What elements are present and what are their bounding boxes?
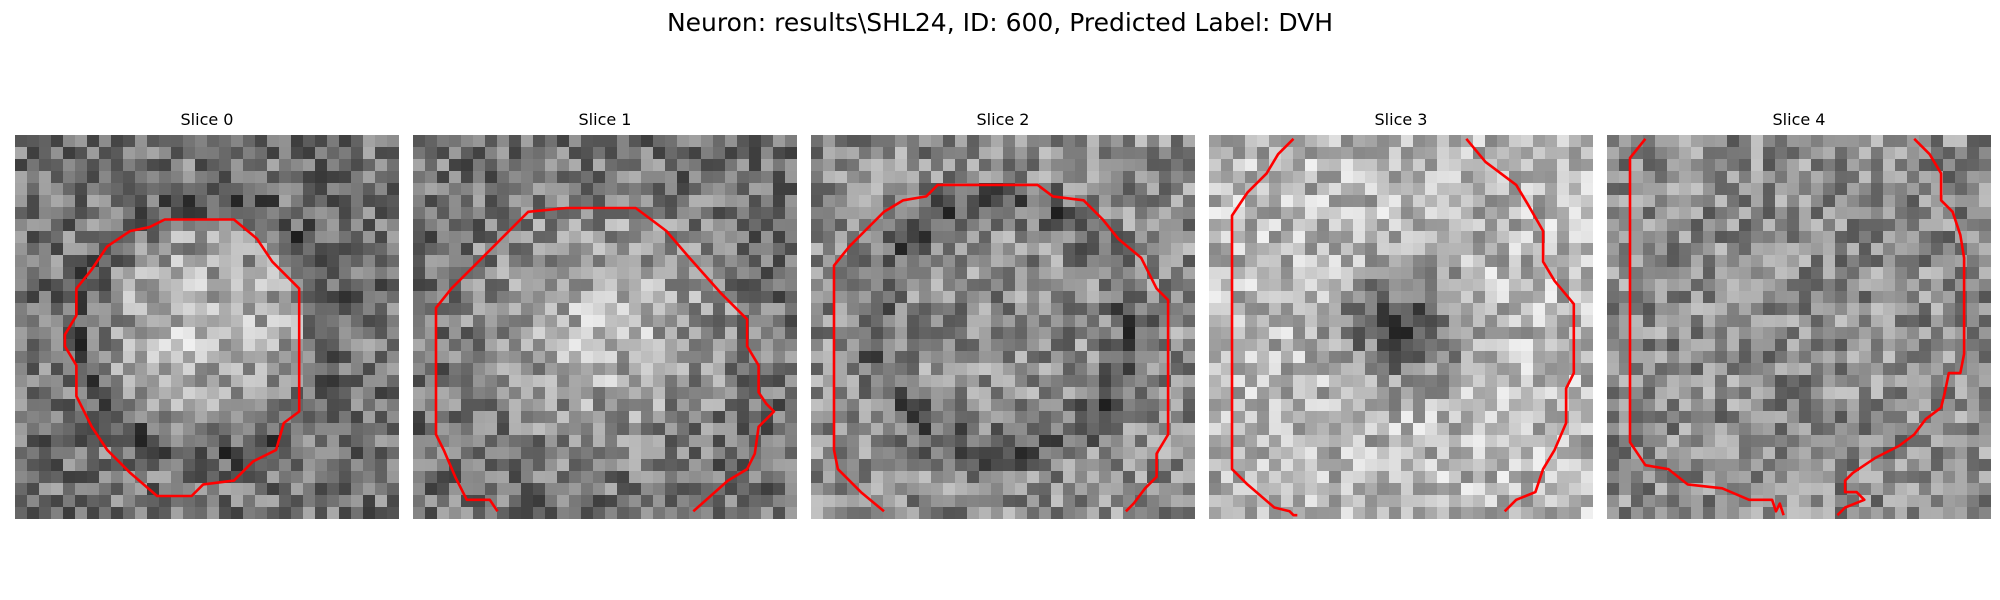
pixel-grid bbox=[811, 135, 1195, 519]
slice-title: Slice 1 bbox=[578, 110, 632, 129]
slice-title: Slice 3 bbox=[1374, 110, 1428, 129]
slice-image bbox=[15, 135, 399, 519]
pixel-grid bbox=[15, 135, 399, 519]
contour-line bbox=[1465, 137, 1576, 513]
contour-line bbox=[1836, 137, 1966, 517]
slice-panel-2: Slice 2 bbox=[811, 110, 1195, 520]
slice-panel-4: Slice 4 bbox=[1607, 110, 1991, 520]
contour-line bbox=[1230, 137, 1298, 517]
slice-title: Slice 4 bbox=[1772, 110, 1826, 129]
slice-title: Slice 2 bbox=[976, 110, 1030, 129]
slice-panel-0: Slice 0 bbox=[15, 110, 399, 520]
slice-panel-3: Slice 3 bbox=[1209, 110, 1593, 520]
pixel-grid bbox=[413, 135, 797, 519]
slice-title: Slice 0 bbox=[180, 110, 234, 129]
slice-image bbox=[413, 135, 797, 519]
slice-image bbox=[1209, 135, 1593, 519]
slice-panel-1: Slice 1 bbox=[413, 110, 797, 520]
contour-line bbox=[434, 206, 776, 513]
slice-image bbox=[1607, 135, 1991, 519]
contour-line bbox=[832, 183, 1170, 513]
figure-title: Neuron: results\SHL24, ID: 600, Predicte… bbox=[666, 8, 1334, 37]
contour-line bbox=[63, 218, 301, 498]
contour-line bbox=[1628, 137, 1785, 516]
slice-image bbox=[811, 135, 1195, 519]
pixel-grid bbox=[1209, 135, 1593, 519]
pixel-grid bbox=[1607, 135, 1991, 519]
